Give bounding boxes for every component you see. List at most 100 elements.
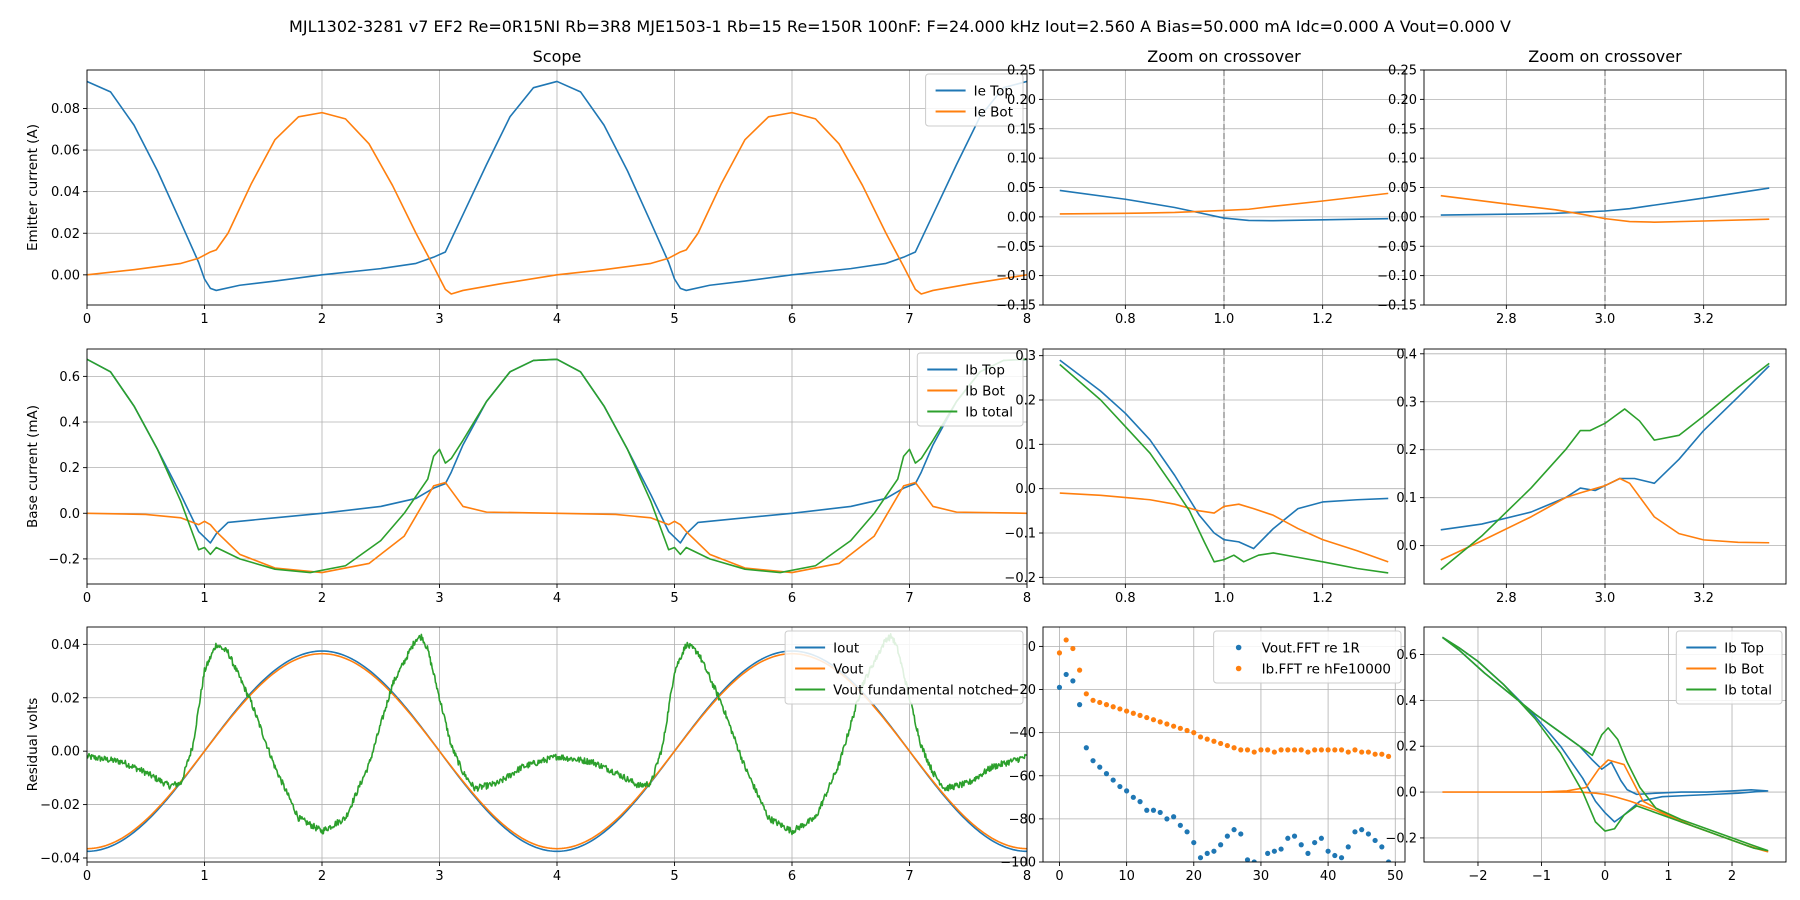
point	[1177, 725, 1183, 731]
x-tick-label: 1.0	[1214, 591, 1235, 606]
series-line-0	[87, 80, 1027, 292]
x-tick-label: −2	[1468, 869, 1487, 884]
x-tick-label: 1	[200, 591, 208, 606]
y-tick-label: 0.0	[1396, 786, 1417, 801]
x-tick-label: 5	[670, 869, 678, 884]
point	[1103, 702, 1110, 708]
point	[1063, 671, 1069, 678]
y-tick-label: −0.1	[1004, 527, 1036, 542]
y-tick-label: 0.25	[1007, 64, 1036, 79]
point	[1285, 747, 1291, 753]
y-tick-label: 0.08	[51, 102, 80, 117]
axes-residual: 0 1 2 3 4 5 6 7 8 −0.04 −0.02 0.00 0.02 0.04 Residual …	[25, 626, 1031, 884]
y-tick-label: −100	[1000, 856, 1036, 871]
series-line-1	[87, 481, 1027, 574]
point	[1110, 704, 1116, 710]
point	[1157, 809, 1163, 816]
legend-marker	[1235, 644, 1242, 651]
point	[1251, 749, 1257, 755]
series-line-2	[87, 358, 1027, 574]
point	[1291, 747, 1298, 753]
point	[1171, 814, 1177, 820]
point	[1211, 738, 1217, 744]
point	[1137, 712, 1143, 718]
y-axis-label: Residual volts	[25, 698, 41, 792]
x-tick-label: 5	[670, 591, 678, 606]
point	[1150, 717, 1157, 723]
axes-zoom_ie_1: 0.8 1.0 1.2 −0.15 −0.10 −0.05 0.00 0.05 0.10 0.15…	[996, 47, 1406, 327]
point	[1117, 706, 1123, 712]
point	[1090, 758, 1096, 764]
point	[1332, 852, 1338, 859]
point	[1352, 747, 1358, 753]
point	[1218, 740, 1224, 747]
axes-frame	[1042, 626, 1406, 863]
y-tick-label: 0.2	[59, 461, 80, 476]
y-axis-label: Base current (mA)	[25, 405, 41, 528]
y-tick-label: −20	[1009, 683, 1036, 698]
point	[1144, 714, 1150, 721]
point	[1359, 749, 1365, 755]
point	[1056, 650, 1063, 656]
y-tick-label: −0.2	[48, 552, 80, 567]
point	[1077, 667, 1083, 673]
legend-label: Ib.FFT re hFe10000	[1262, 662, 1391, 678]
y-tick-label: 0.02	[51, 227, 80, 242]
y-tick-label: −0.15	[1377, 299, 1417, 314]
y-tick-label: −0.2	[1385, 831, 1417, 846]
y-tick-label: 0.0	[1396, 539, 1417, 554]
legend-label: Ie Top	[974, 84, 1013, 100]
x-tick-label: 6	[788, 312, 796, 327]
series-line-1	[1440, 194, 1770, 223]
point	[1352, 829, 1358, 835]
y-tick-label: 0.1	[1015, 438, 1036, 453]
y-tick-label: 0.00	[1007, 210, 1036, 225]
point	[1238, 831, 1244, 837]
point	[1359, 827, 1365, 833]
y-tick-label: 0.0	[59, 507, 80, 522]
legend-label: Ib Top	[1724, 641, 1764, 657]
y-tick-label: −40	[1009, 726, 1036, 741]
y-tick-label: 0	[1028, 640, 1036, 655]
x-tick-label: 7	[905, 312, 913, 327]
x-tick-label: 4	[553, 869, 561, 884]
point	[1265, 850, 1271, 856]
legend: Ib Top Ib Bot Ib total	[1675, 630, 1783, 705]
x-tick-label: 0.8	[1115, 591, 1136, 606]
legend-label: Iout	[833, 641, 859, 657]
x-tick-label: 0	[1601, 869, 1609, 884]
legend: Iout Vout Vout fundamental notched	[784, 630, 1024, 705]
x-tick-label: 7	[905, 869, 913, 884]
point	[1150, 807, 1157, 813]
point	[1056, 684, 1063, 690]
x-tick-label: 40	[1320, 869, 1337, 884]
y-tick-label: 0.2	[1015, 393, 1036, 408]
x-tick-label: 1.0	[1214, 312, 1235, 327]
point	[1070, 678, 1076, 684]
x-tick-label: 20	[1186, 869, 1203, 884]
point	[1204, 736, 1210, 742]
point	[1305, 749, 1311, 755]
series-line-2	[1440, 362, 1770, 571]
point	[1285, 835, 1291, 841]
y-tick-label: 0.2	[1396, 443, 1417, 458]
y-tick-label: 0.10	[1388, 152, 1417, 167]
point	[1298, 842, 1304, 848]
point	[1278, 846, 1284, 852]
point	[1379, 751, 1385, 757]
x-tick-label: 3	[435, 591, 443, 606]
y-tick-label: 0.00	[1388, 210, 1417, 225]
y-tick-label: 0.3	[1015, 349, 1036, 364]
point	[1325, 848, 1331, 854]
y-tick-label: −0.02	[40, 798, 80, 813]
x-tick-label: 6	[788, 869, 796, 884]
point	[1130, 710, 1136, 716]
x-tick-label: 1	[200, 869, 208, 884]
point	[1124, 708, 1130, 714]
y-tick-label: 0.10	[1007, 152, 1036, 167]
y-tick-label: −80	[1009, 812, 1036, 827]
point	[1197, 734, 1204, 740]
point	[1144, 807, 1150, 813]
y-tick-label: −0.04	[40, 851, 80, 866]
axes-title: Scope	[533, 47, 582, 66]
